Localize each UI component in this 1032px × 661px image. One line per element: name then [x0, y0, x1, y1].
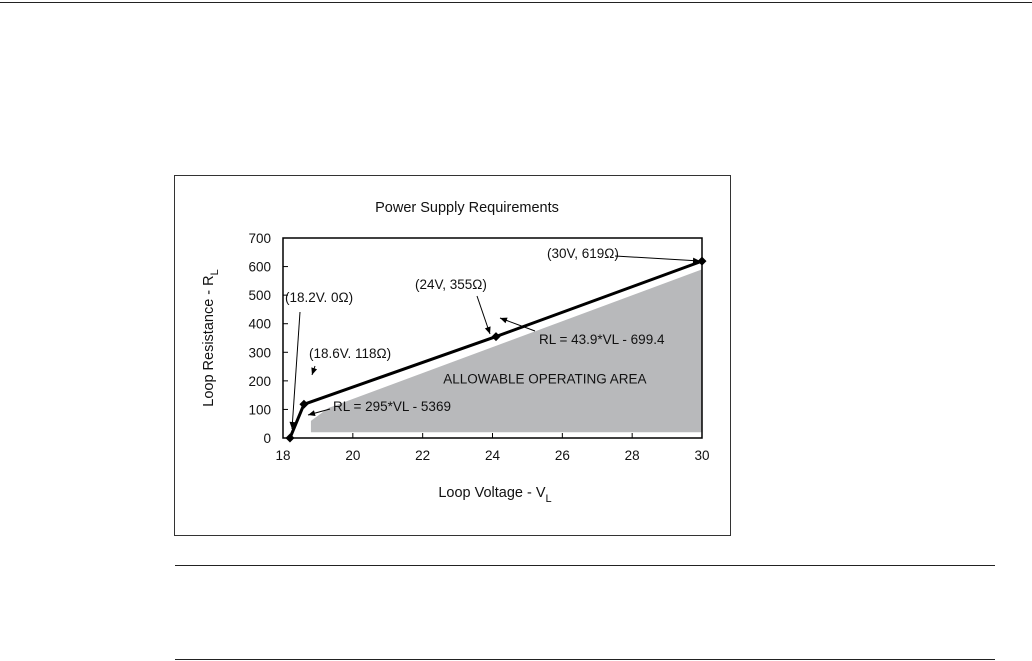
allowable-operating-area: [310, 269, 702, 433]
equation-upper: RL = 43.9*VL - 699.4: [539, 332, 665, 347]
power-supply-chart: Power Supply Requirements ALLOWABLE OPER…: [201, 200, 710, 505]
y-tick-label: 400: [248, 317, 271, 332]
data-point-marker: [697, 256, 707, 266]
chart-title: Power Supply Requirements: [375, 200, 559, 216]
x-tick-label: 28: [625, 448, 640, 463]
x-tick-label: 24: [485, 448, 501, 463]
point-label-18-6v: (18.6V. 118Ω): [309, 346, 391, 361]
y-tick-label: 200: [248, 374, 271, 389]
point-label-18-2v-leader: [291, 311, 301, 430]
x-tick-label: 22: [415, 448, 430, 463]
data-point-marker: [285, 433, 295, 443]
data-point-marker: [299, 399, 309, 409]
x-tick-label: 20: [345, 448, 360, 463]
equation-upper-arrowhead: [500, 317, 508, 324]
y-tick-label: 500: [248, 288, 271, 303]
chart-frame: Power Supply Requirements ALLOWABLE OPER…: [174, 175, 731, 536]
point-label-18-2v: (18.2V. 0Ω): [285, 290, 353, 305]
point-label-30v-arrowhead: [692, 257, 700, 264]
point-label-18-2v-arrowhead: [289, 421, 296, 429]
y-tick-label: 100: [248, 402, 271, 417]
point-label-30v: (30V, 619Ω): [547, 246, 619, 261]
x-tick-label: 18: [275, 448, 290, 463]
point-label-30v-leader: [614, 255, 701, 262]
point-label-18-6v-arrowhead: [311, 367, 318, 375]
point-label-24v-arrowhead: [484, 326, 491, 334]
x-tick-label: 26: [555, 448, 570, 463]
equation-lower: RL = 295*VL - 5369: [333, 399, 451, 414]
y-tick-label: 700: [248, 231, 271, 246]
section-rule: [175, 565, 995, 566]
equation-lower-arrowhead: [308, 410, 316, 417]
y-tick-label: 0: [263, 431, 271, 446]
x-axis-label: Loop Voltage - VL: [438, 485, 551, 505]
y-tick-label: 600: [248, 260, 271, 275]
section-rule-bottom: [175, 659, 995, 660]
y-tick-label: 300: [248, 345, 271, 360]
data-point-marker: [491, 332, 501, 342]
top-rule: [0, 2, 1032, 3]
y-axis-label: Loop Resistance - RL: [201, 269, 221, 407]
series-line: [288, 259, 703, 439]
x-tick-label: 30: [694, 448, 709, 463]
allowable-area-label: ALLOWABLE OPERATING AREA: [443, 372, 646, 387]
point-label-24v: (24V, 355Ω): [415, 277, 487, 292]
